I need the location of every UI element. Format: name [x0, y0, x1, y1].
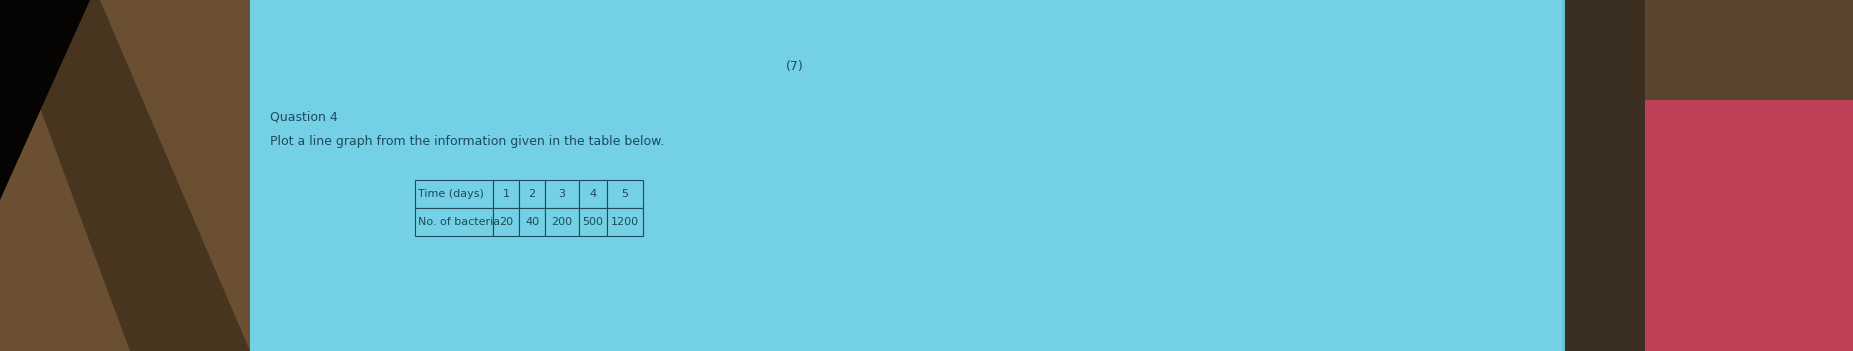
Text: 3: 3: [558, 189, 565, 199]
Bar: [545, 180, 578, 208]
Polygon shape: [0, 0, 250, 351]
Text: Plot a line graph from the information given in the table below.: Plot a line graph from the information g…: [271, 135, 663, 148]
Text: No. of bacteria: No. of bacteria: [419, 217, 500, 227]
Text: 40: 40: [524, 217, 539, 227]
Bar: [415, 208, 493, 236]
Text: 20: 20: [498, 217, 513, 227]
Text: 4: 4: [589, 189, 597, 199]
Text: 2: 2: [528, 189, 536, 199]
Bar: [493, 208, 519, 236]
Bar: [1562, 0, 1568, 351]
Bar: [519, 208, 545, 236]
Bar: [578, 208, 608, 236]
Polygon shape: [0, 0, 91, 200]
Text: 1: 1: [502, 189, 510, 199]
Polygon shape: [0, 0, 120, 351]
Bar: [608, 208, 643, 236]
Text: 1200: 1200: [611, 217, 639, 227]
Bar: [545, 208, 578, 236]
Text: Time (days): Time (days): [419, 189, 484, 199]
Text: 5: 5: [621, 189, 628, 199]
Bar: [519, 180, 545, 208]
Text: 500: 500: [582, 217, 604, 227]
Bar: [415, 180, 493, 208]
Polygon shape: [0, 0, 250, 351]
Bar: [1566, 0, 1766, 351]
Bar: [1566, 0, 1645, 351]
Text: Quastion 4: Quastion 4: [271, 110, 337, 123]
Bar: [250, 0, 1566, 351]
Bar: [493, 180, 519, 208]
Bar: [608, 180, 643, 208]
Text: 200: 200: [552, 217, 573, 227]
Text: (7): (7): [786, 60, 804, 73]
Bar: [1645, 100, 1853, 351]
Bar: [578, 180, 608, 208]
Bar: [1684, 0, 1853, 100]
